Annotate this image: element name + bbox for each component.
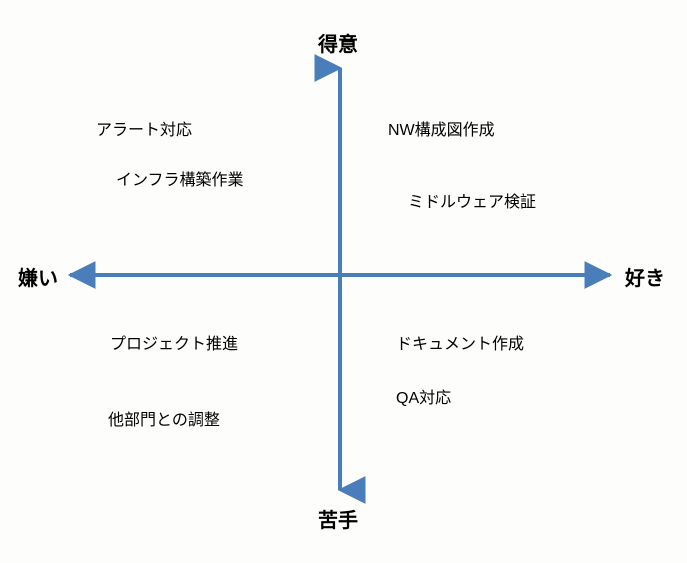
quadrant-item: QA対応 [396,384,451,408]
axis-label-left: 嫌い [18,262,58,291]
axis-label-right: 好き [625,262,665,291]
quadrant-item: プロジェクト推進 [110,330,238,354]
quadrant-item: 他部門との調整 [108,406,220,430]
quadrant-item: ドキュメント作成 [396,330,524,354]
quadrant-item: ミドルウェア検証 [408,188,536,212]
axes-svg [0,0,687,563]
quadrant-item: NW構成図作成 [388,116,495,140]
axis-label-top: 得意 [318,28,358,57]
quadrant-item: インフラ構築作業 [116,166,244,190]
quadrant-item: アラート対応 [96,116,192,140]
axis-label-bottom: 苦手 [318,504,358,533]
